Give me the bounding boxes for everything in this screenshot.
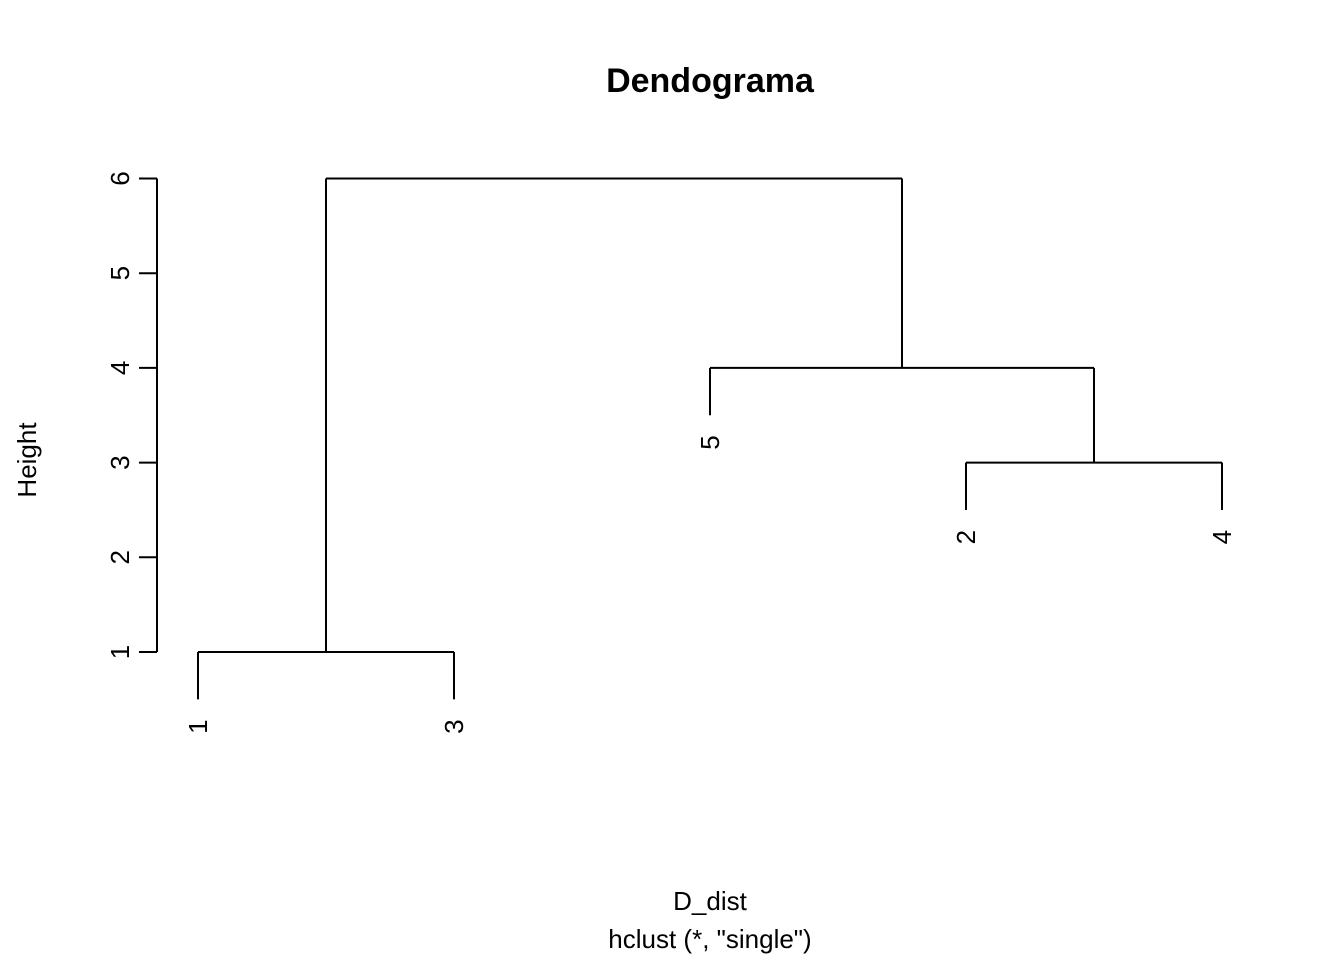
- y-tick-label: 6: [105, 171, 135, 185]
- y-tick-label: 3: [105, 455, 135, 469]
- y-tick-label: 1: [105, 645, 135, 659]
- y-axis-label: Height: [12, 422, 42, 498]
- leaf-label: 2: [951, 530, 981, 544]
- leaf-label: 4: [1207, 530, 1237, 544]
- y-tick-label: 4: [105, 361, 135, 375]
- x-axis-label: D_dist: [673, 886, 747, 916]
- leaf-labels: 1 3 2 4 5: [183, 435, 1237, 734]
- y-tick-label: 5: [105, 266, 135, 280]
- leaf-label: 3: [439, 719, 469, 733]
- y-tick-label: 2: [105, 550, 135, 564]
- leaf-label: 5: [695, 435, 725, 449]
- leaf-label: 1: [183, 719, 213, 733]
- dendrogram-tree: [197, 177, 1223, 700]
- y-axis: 1 2 3 4 5 6: [105, 171, 158, 659]
- chart-title: Dendograma: [606, 62, 815, 100]
- x-axis-sublabel: hclust (*, "single"): [608, 924, 811, 954]
